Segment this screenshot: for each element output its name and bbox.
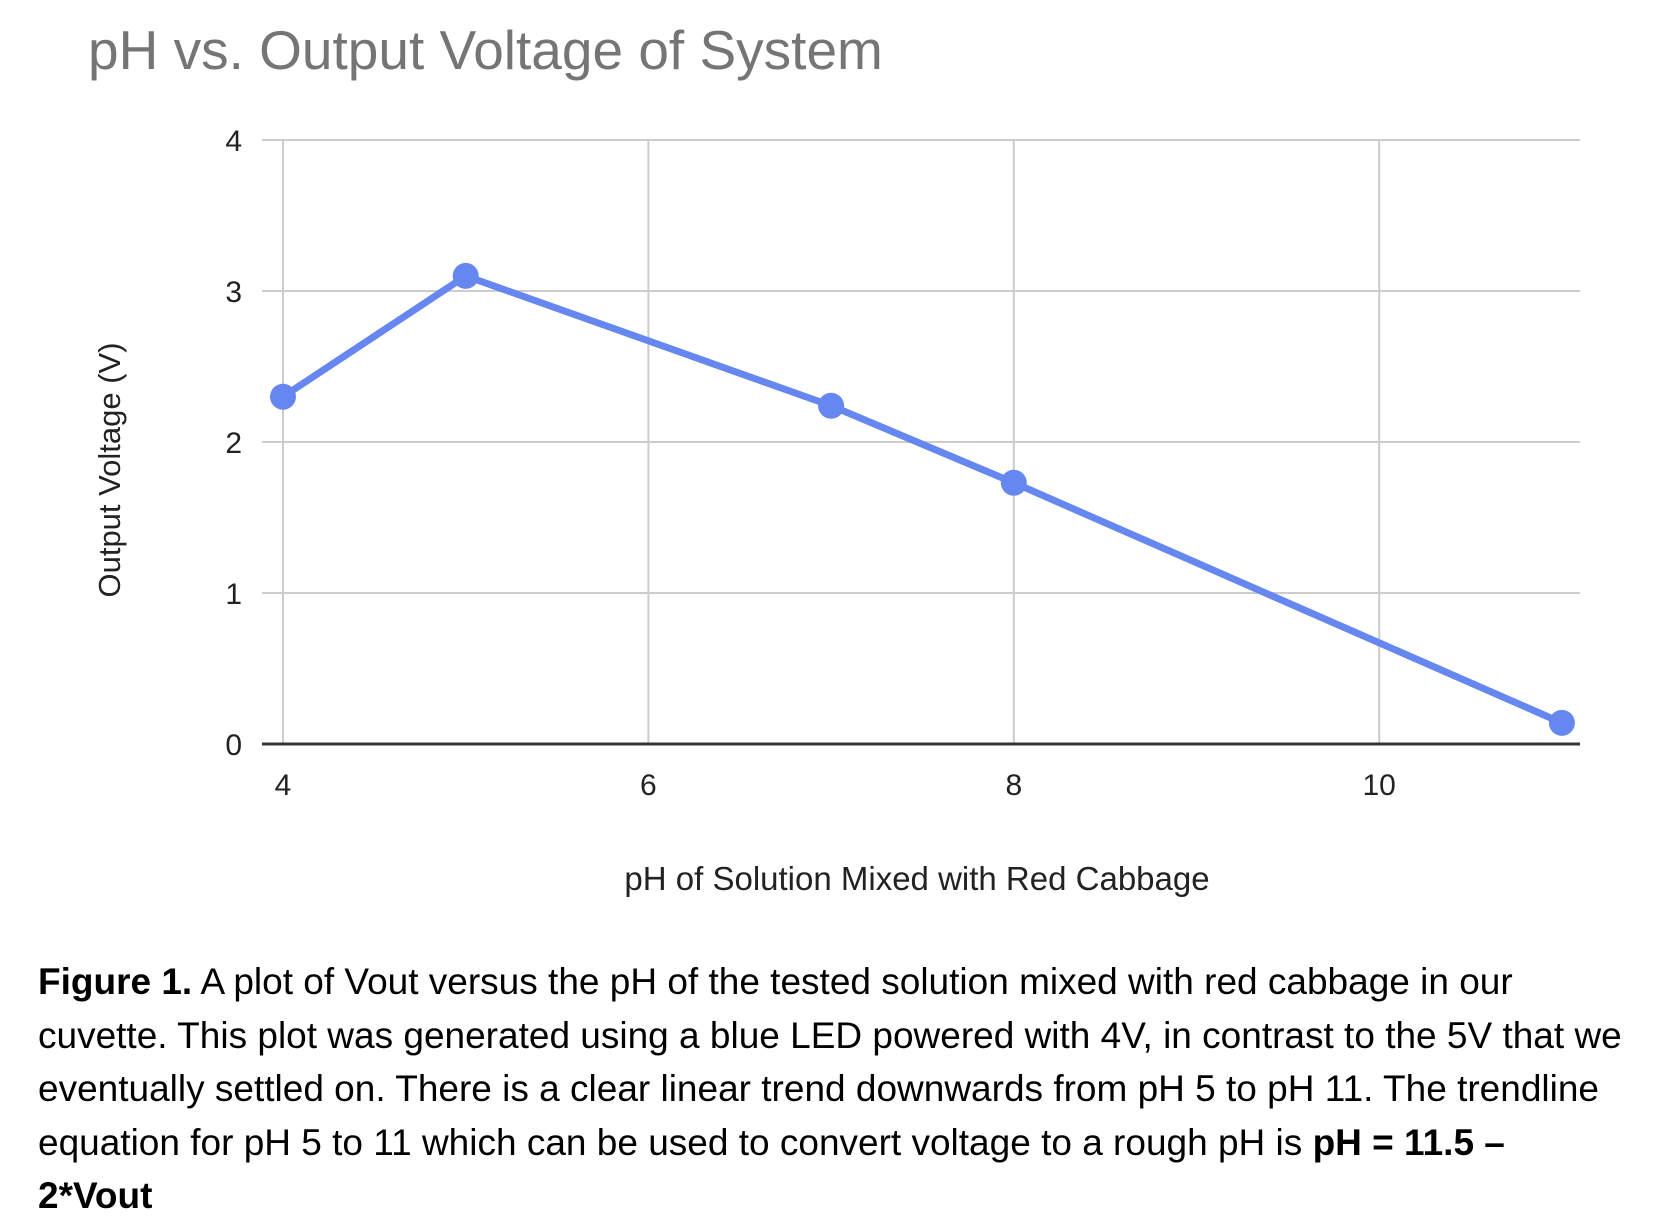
data-point-marker bbox=[270, 383, 296, 410]
trendline-equation: pH = 11.5 – 2*Vout bbox=[38, 1121, 1505, 1217]
figure-caption: Figure 1. A plot of Vout versus the pH o… bbox=[38, 955, 1628, 1223]
svg-text:3: 3 bbox=[225, 276, 242, 309]
svg-text:4: 4 bbox=[225, 125, 242, 158]
data-point-marker bbox=[1548, 709, 1575, 736]
y-axis-title: Output Voltage (V) bbox=[92, 342, 127, 598]
svg-text:4: 4 bbox=[275, 769, 292, 802]
line-chart: 0 1 2 3 4 4 6 8 10 bbox=[225, 125, 1580, 802]
data-point-marker bbox=[1000, 469, 1027, 496]
x-axis-title: pH of Solution Mixed with Red Cabbage bbox=[624, 860, 1210, 897]
data-point-marker bbox=[818, 392, 845, 419]
svg-text:6: 6 bbox=[640, 769, 657, 802]
data-series-line bbox=[281, 272, 1564, 727]
data-point-marker bbox=[452, 262, 479, 289]
svg-text:1: 1 bbox=[225, 578, 242, 611]
svg-text:8: 8 bbox=[1005, 769, 1022, 802]
caption-label: Figure 1. bbox=[38, 961, 193, 1002]
caption-text: A plot of Vout versus the pH of the test… bbox=[38, 961, 1622, 1163]
axis-tick-labels: 0 1 2 3 4 4 6 8 10 bbox=[225, 125, 1396, 802]
data-points bbox=[270, 262, 1575, 736]
svg-text:0: 0 bbox=[225, 729, 242, 762]
svg-text:2: 2 bbox=[225, 427, 242, 460]
chart-title: pH vs. Output Voltage of System bbox=[88, 19, 883, 81]
svg-text:10: 10 bbox=[1363, 769, 1396, 802]
